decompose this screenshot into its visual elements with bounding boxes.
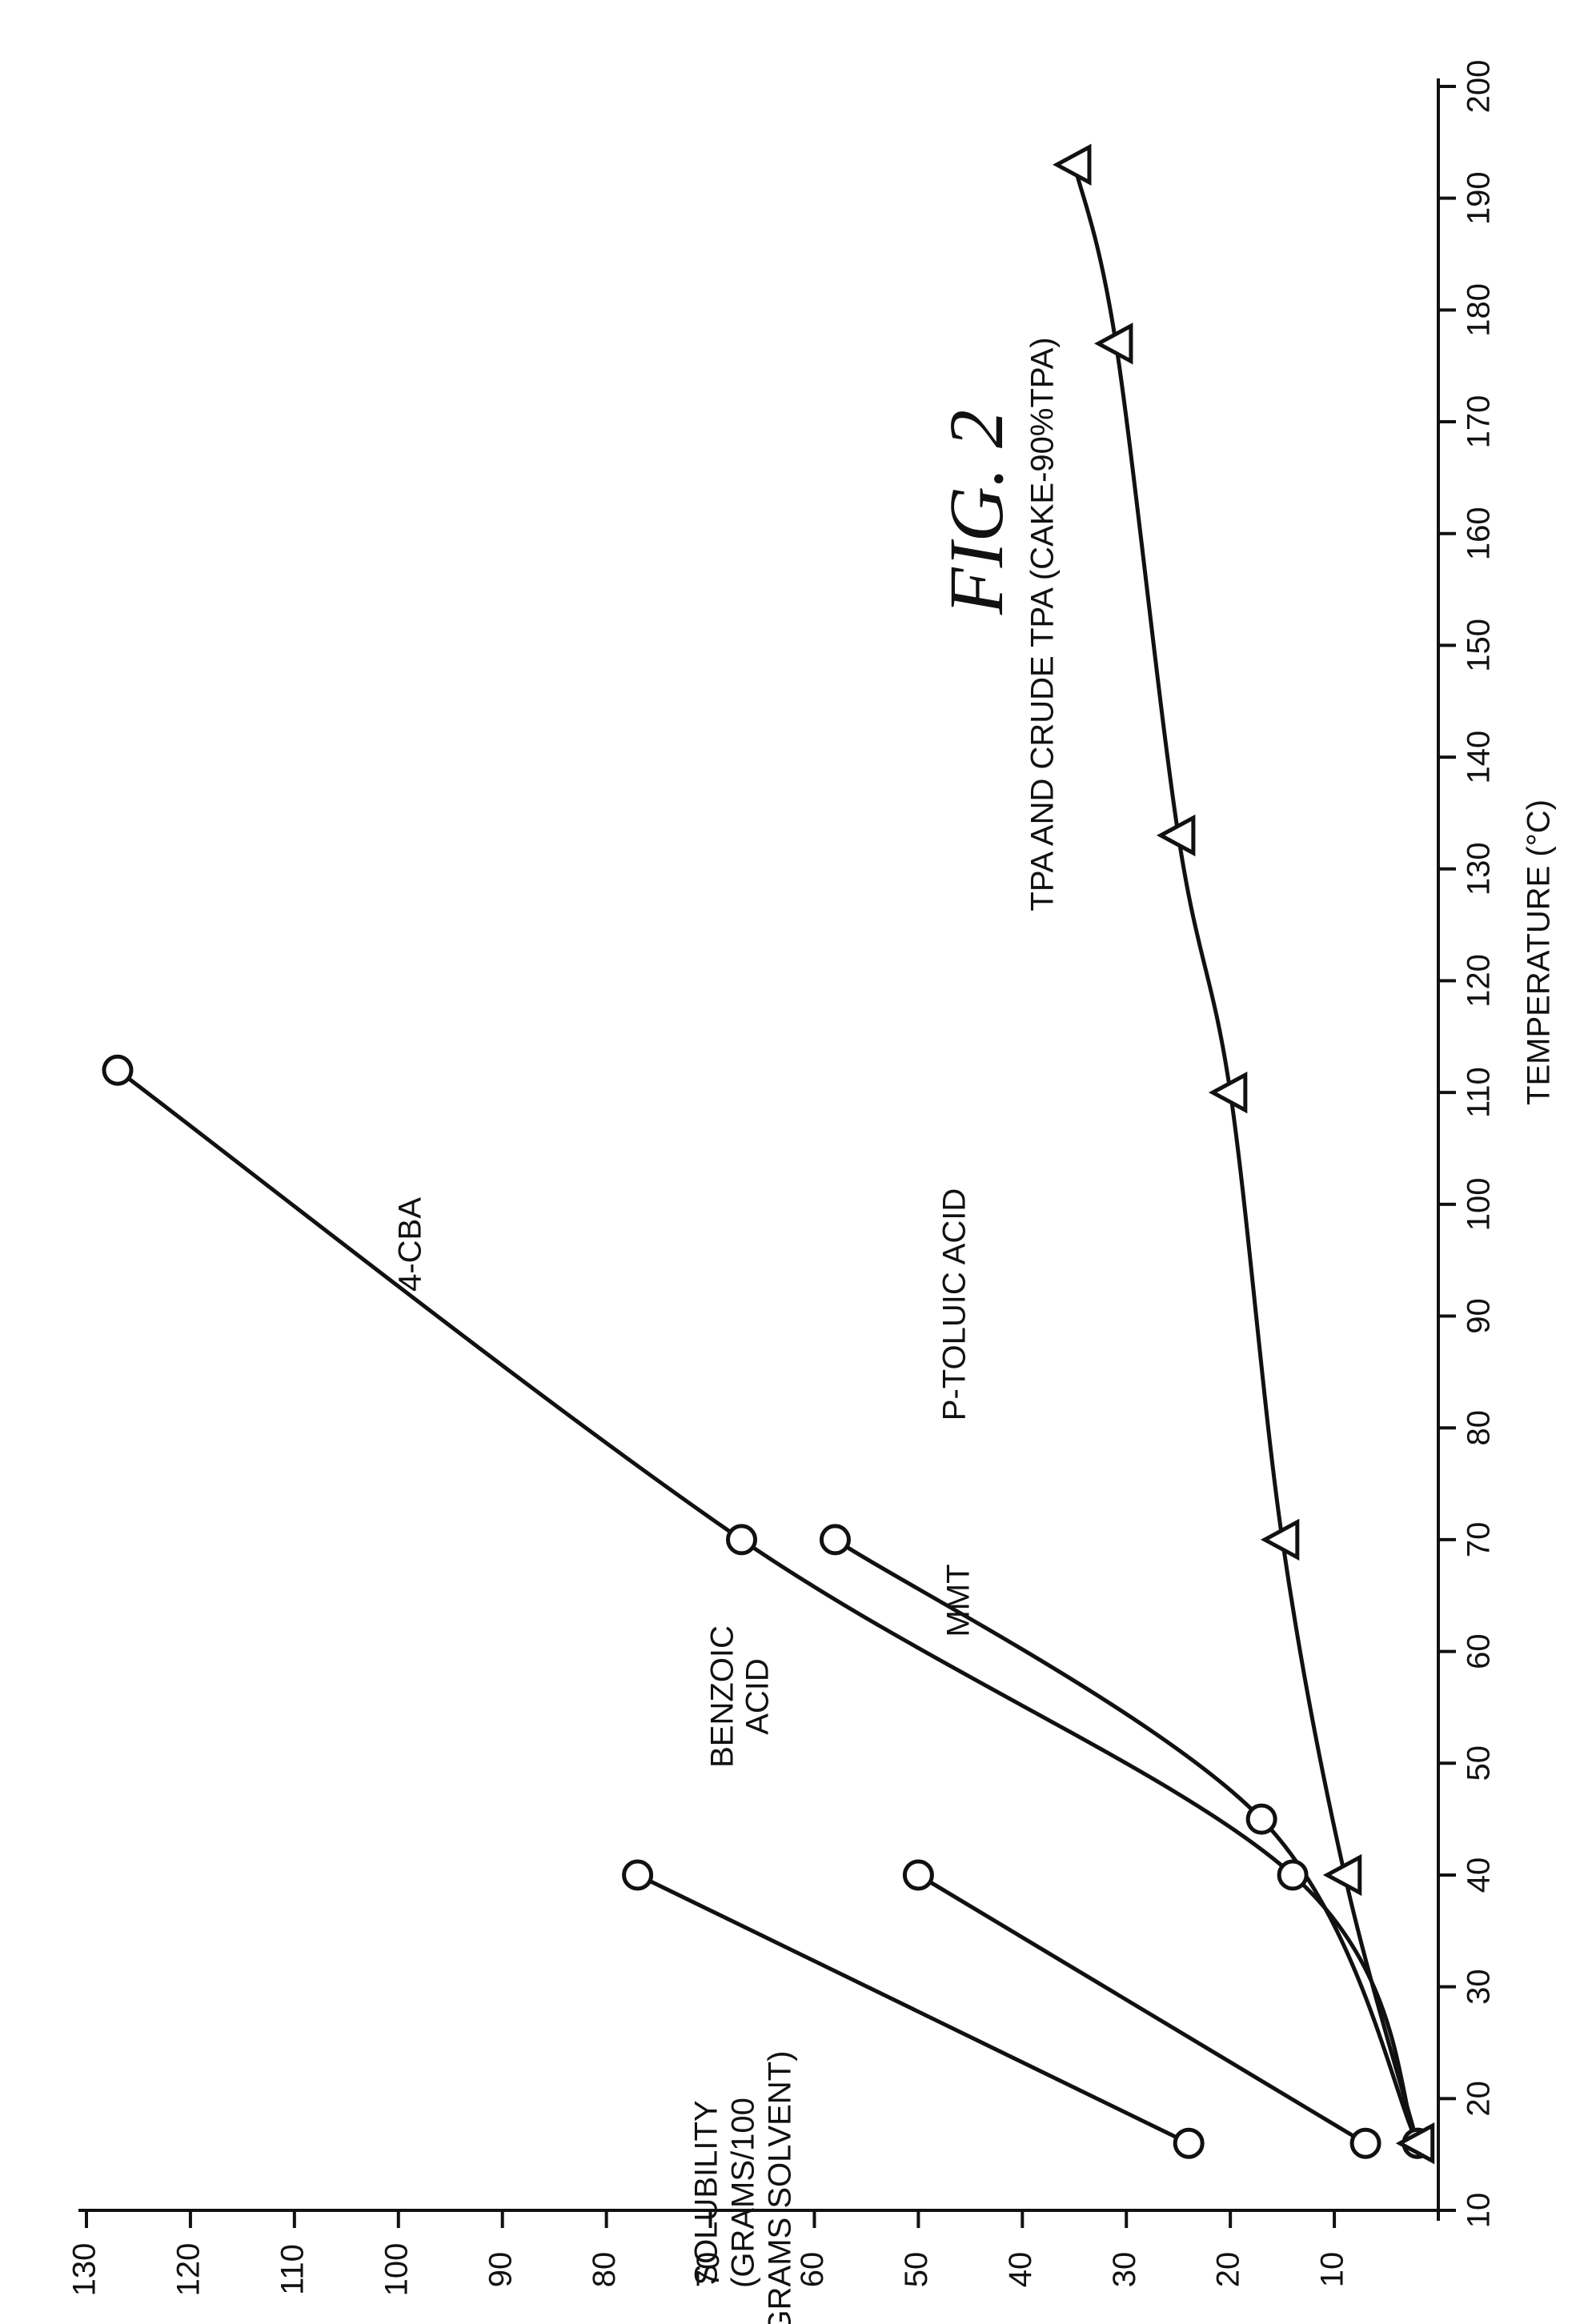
ticks: 10 20 30 40 50 60 70 80 90 100 110 120 130 140 150 160 1… (67, 60, 1497, 2297)
y-tick-label: 80 (587, 2252, 622, 2288)
y-tick-label: 100 (379, 2243, 414, 2297)
markers (104, 147, 1433, 2161)
y-tick-label: 110 (275, 2244, 310, 2295)
x-tick-label: 80 (1462, 1410, 1497, 1446)
x-tick-label: 170 (1462, 395, 1497, 449)
series-line-p-toluic-acid (835, 1540, 1418, 2143)
data-point-mmt (1352, 2130, 1379, 2157)
series-line-tpa-and-crude-tpa-cake-90-tpa (1074, 165, 1418, 2143)
x-tick-label: 150 (1462, 619, 1497, 672)
series-label-4-cba: 4-CBA (393, 1197, 428, 1292)
series-label-p-toluic-acid: P-TOLUIC ACID (937, 1188, 972, 1420)
y-axis-title-line: SOLUBILITY (689, 2100, 724, 2285)
series-label-benzoic-acid: BENZOIC (705, 1625, 740, 1768)
y-tick-label: 120 (170, 2243, 206, 2297)
data-point-p-toluic-acid (1248, 1805, 1275, 1833)
data-point-benzoic-acid (1175, 2130, 1202, 2157)
series-line-mmt (918, 1875, 1365, 2143)
labels: TEMPERATURE (°C) SOLUBILITY(GRAMS/100GRAM… (393, 337, 1557, 2324)
x-tick-label: 190 (1462, 171, 1497, 225)
data-point-benzoic-acid (624, 1861, 652, 1889)
x-tick-label: 120 (1462, 954, 1497, 1008)
x-tick-label: 90 (1462, 1298, 1497, 1334)
x-tick-label: 20 (1462, 2081, 1497, 2117)
x-tick-label: 180 (1462, 283, 1497, 337)
series-label-mmt: MMT (941, 1564, 976, 1637)
x-tick-label: 160 (1462, 507, 1497, 560)
data-point-4-cba (104, 1056, 131, 1084)
series-label-benzoic-acid: ACID (740, 1658, 776, 1735)
x-tick-label: 140 (1462, 731, 1497, 784)
data-point-tpa-and-crude-tpa-cake-90-tpa (1057, 147, 1089, 182)
figure-title: FIG. 2 (933, 410, 1019, 615)
y-tick-label: 30 (1107, 2252, 1142, 2288)
y-tick-label: 60 (795, 2252, 830, 2288)
axes (78, 78, 1438, 2221)
x-tick-label: 50 (1462, 1745, 1497, 1781)
series-line-4-cba (118, 1070, 1418, 2143)
data-point-p-toluic-acid (821, 1526, 848, 1553)
x-tick-label: 70 (1462, 1522, 1497, 1558)
y-tick-label: 130 (67, 2243, 102, 2297)
data-point-4-cba (1279, 1861, 1306, 1889)
x-tick-label: 30 (1462, 1969, 1497, 2005)
series-lines (118, 165, 1418, 2143)
x-tick-label: 10 (1462, 2193, 1497, 2229)
x-tick-label: 100 (1462, 1177, 1497, 1231)
y-tick-label: 90 (483, 2252, 518, 2288)
data-point-mmt (904, 1861, 932, 1889)
y-tick-label: 40 (1003, 2252, 1038, 2288)
x-tick-label: 130 (1462, 842, 1497, 896)
y-axis-title-line: GRAMS SOLVENT) (763, 2051, 798, 2324)
y-tick-label: 50 (899, 2252, 934, 2288)
series-label-tpa-and-crude-tpa-cake-90-tpa: TPA AND CRUDE TPA (CAKE-90%TPA) (1025, 337, 1061, 911)
x-axis-title: TEMPERATURE (°C) (1522, 799, 1557, 1105)
y-tick-label: 20 (1211, 2252, 1246, 2288)
y-axis-title-line: (GRAMS/100 (726, 2098, 761, 2288)
x-tick-label: 200 (1462, 60, 1497, 114)
data-point-4-cba (728, 1526, 756, 1553)
y-tick-label: 10 (1315, 2252, 1350, 2288)
x-tick-label: 110 (1462, 1067, 1497, 1118)
x-tick-label: 60 (1462, 1633, 1497, 1669)
x-tick-label: 40 (1462, 1857, 1497, 1893)
